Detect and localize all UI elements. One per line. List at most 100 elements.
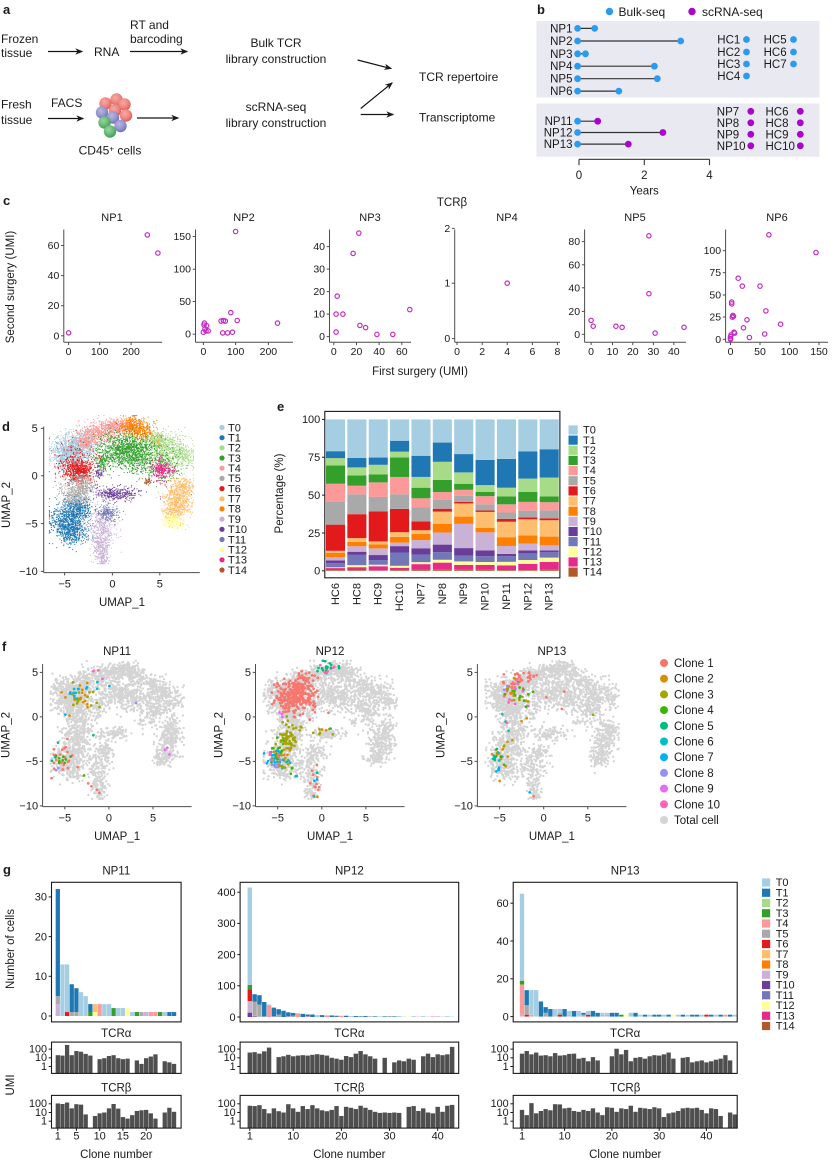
svg-text:HC6: HC6 (764, 47, 787, 59)
svg-text:2: 2 (479, 346, 485, 358)
svg-text:T10: T10 (776, 980, 795, 992)
svg-text:NP11: NP11 (102, 866, 130, 878)
svg-text:0: 0 (200, 346, 206, 358)
svg-text:UMAP_1: UMAP_1 (94, 831, 140, 843)
svg-text:Bulk-seq: Bulk-seq (619, 5, 666, 19)
svg-text:−5: −5 (58, 579, 71, 591)
svg-text:T6: T6 (776, 939, 789, 951)
svg-text:NP12: NP12 (335, 866, 364, 878)
svg-text:T10: T10 (228, 524, 247, 536)
svg-text:d: d (2, 419, 10, 434)
svg-text:FACS: FACS (51, 96, 82, 110)
svg-text:50: 50 (308, 490, 320, 502)
svg-text:NP1: NP1 (101, 212, 122, 224)
svg-text:Clone number: Clone number (313, 1149, 385, 1161)
svg-text:60: 60 (396, 346, 408, 358)
svg-text:40: 40 (48, 270, 60, 282)
svg-text:NP11: NP11 (501, 583, 513, 610)
svg-text:−5: −5 (25, 518, 38, 530)
svg-text:T13: T13 (228, 555, 247, 567)
svg-text:barcoding: barcoding (130, 32, 183, 46)
svg-text:40: 40 (432, 1131, 444, 1143)
svg-text:UMAP_2: UMAP_2 (1, 482, 13, 528)
svg-text:4: 4 (706, 170, 713, 182)
svg-text:100: 100 (29, 1098, 47, 1110)
svg-text:Clone 9: Clone 9 (674, 784, 714, 796)
svg-text:T9: T9 (228, 514, 241, 526)
svg-text:15: 15 (117, 1131, 129, 1143)
svg-text:5: 5 (467, 667, 473, 679)
svg-text:Clone number: Clone number (80, 1149, 152, 1161)
svg-text:Clone number: Clone number (589, 1149, 661, 1161)
svg-text:T5: T5 (228, 473, 241, 485)
svg-text:Clone 4: Clone 4 (674, 705, 714, 717)
svg-text:100: 100 (491, 1044, 509, 1056)
svg-text:1: 1 (247, 1131, 253, 1143)
svg-text:30: 30 (313, 264, 325, 276)
svg-text:4: 4 (504, 346, 510, 358)
svg-text:TCR repertoire: TCR repertoire (419, 70, 499, 84)
svg-text:TCRβ: TCRβ (437, 197, 468, 209)
svg-text:HC1: HC1 (717, 35, 740, 47)
svg-text:0: 0 (588, 346, 594, 358)
svg-text:150: 150 (810, 346, 828, 358)
svg-text:5: 5 (73, 1131, 79, 1143)
svg-text:0: 0 (41, 1011, 47, 1023)
svg-text:T1: T1 (776, 887, 789, 899)
svg-text:40: 40 (496, 936, 508, 948)
svg-text:60: 60 (48, 240, 60, 252)
svg-text:T4: T4 (776, 918, 789, 930)
svg-text:Bulk TCR: Bulk TCR (250, 36, 301, 50)
svg-text:20: 20 (48, 300, 60, 312)
svg-text:NP12: NP12 (316, 646, 345, 658)
svg-text:Number of cells: Number of cells (5, 909, 17, 989)
svg-text:400: 400 (217, 887, 235, 899)
svg-text:1: 1 (519, 1131, 525, 1143)
svg-text:f: f (2, 639, 7, 654)
svg-text:1: 1 (444, 278, 450, 290)
svg-text:1: 1 (41, 1061, 47, 1073)
svg-text:2: 2 (444, 223, 450, 235)
svg-text:8: 8 (554, 346, 560, 358)
svg-text:T8: T8 (228, 504, 241, 516)
svg-text:NP9: NP9 (458, 583, 470, 604)
svg-text:60: 60 (496, 898, 508, 910)
svg-text:NP4: NP4 (550, 61, 573, 73)
svg-text:5: 5 (32, 423, 38, 435)
svg-text:NP13: NP13 (544, 139, 573, 151)
svg-text:T7: T7 (776, 949, 789, 961)
svg-text:RNA: RNA (94, 45, 119, 59)
svg-text:UMAP_1: UMAP_1 (99, 597, 145, 609)
svg-text:20: 20 (627, 346, 639, 358)
svg-text:T3: T3 (583, 455, 596, 467)
svg-text:T12: T12 (583, 546, 602, 558)
svg-text:−5: −5 (238, 756, 251, 768)
svg-text:NP5: NP5 (624, 212, 645, 224)
svg-text:150: 150 (173, 231, 191, 243)
svg-text:T2: T2 (228, 443, 241, 455)
svg-text:NP13: NP13 (611, 866, 640, 878)
svg-text:80: 80 (568, 236, 580, 248)
svg-text:NP8: NP8 (717, 118, 739, 130)
svg-text:100: 100 (302, 414, 320, 426)
svg-text:5: 5 (585, 813, 591, 825)
svg-text:NP10: NP10 (717, 141, 746, 153)
svg-text:40: 40 (568, 282, 580, 294)
svg-text:TCRα: TCRα (334, 1028, 365, 1040)
svg-text:UMAP_2: UMAP_2 (1, 712, 13, 758)
svg-text:NP2: NP2 (550, 36, 572, 48)
svg-text:30: 30 (653, 1131, 665, 1143)
svg-text:TCRβ: TCRβ (101, 1083, 132, 1095)
svg-text:0: 0 (319, 813, 325, 825)
svg-text:−5: −5 (59, 813, 72, 825)
svg-text:T14: T14 (228, 565, 247, 577)
svg-text:25: 25 (308, 528, 320, 540)
svg-text:Clone 5: Clone 5 (674, 721, 714, 733)
svg-text:0: 0 (454, 346, 460, 358)
svg-text:tissue: tissue (1, 46, 33, 60)
svg-text:5: 5 (32, 667, 38, 679)
svg-text:Second surgery (UMI): Second surgery (UMI) (5, 231, 17, 344)
svg-text:HC8: HC8 (351, 583, 363, 605)
svg-text:5: 5 (363, 813, 369, 825)
svg-text:200: 200 (122, 346, 140, 358)
